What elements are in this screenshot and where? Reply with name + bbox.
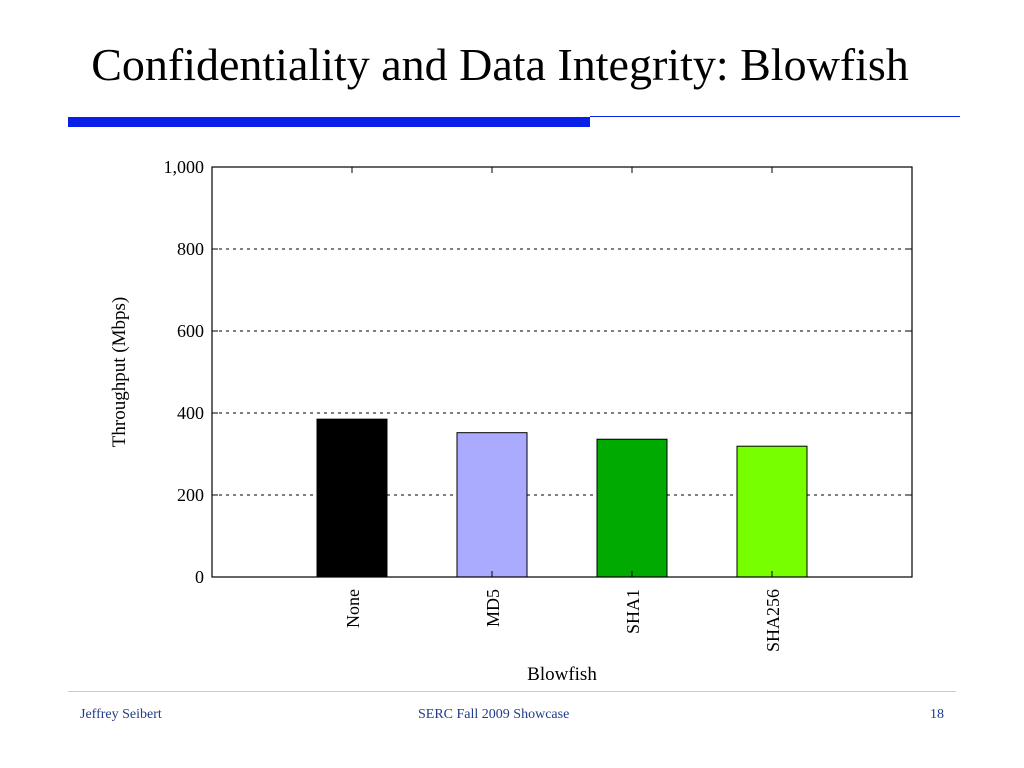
bar-md5: [456, 432, 528, 578]
y-tick-label: 1,000: [164, 157, 205, 177]
bar-sha256: [736, 445, 808, 578]
x-tick-label: SHA256: [763, 589, 783, 652]
footer-event: SERC Fall 2009 Showcase: [418, 707, 570, 722]
bar-none: [316, 418, 388, 578]
footer-author: Jeffrey Seibert: [80, 707, 162, 722]
y-tick-label: 600: [177, 321, 204, 341]
y-tick-label: 800: [177, 239, 204, 259]
y-tick-label: 400: [177, 403, 204, 423]
axis-ticks: [212, 166, 912, 578]
title-accent-line: [590, 116, 960, 117]
x-axis-title: Blowfish: [527, 664, 597, 685]
bars: [316, 418, 808, 578]
bar-sha1: [596, 438, 668, 578]
footer-divider: [68, 691, 956, 692]
bar-chart: 0 200 400 600 800 1,000 None MD5 SHA1 SHA256 Thro…: [109, 157, 913, 685]
x-tick-label: MD5: [483, 589, 503, 627]
title-accent-bar: [68, 117, 590, 127]
y-tick-label: 200: [177, 485, 204, 505]
plot-frame: [211, 166, 913, 578]
x-tick-label: None: [343, 589, 363, 628]
footer-page-number: 18: [930, 707, 944, 722]
axis-labels: 0 200 400 600 800 1,000 None MD5 SHA1 SHA256: [164, 157, 784, 652]
slide-title: Confidentiality and Data Integrity: Blow…: [91, 39, 909, 90]
y-tick-label: 0: [195, 567, 204, 587]
x-tick-label: SHA1: [623, 589, 643, 634]
y-axis-title: Throughput (Mbps): [109, 297, 130, 447]
